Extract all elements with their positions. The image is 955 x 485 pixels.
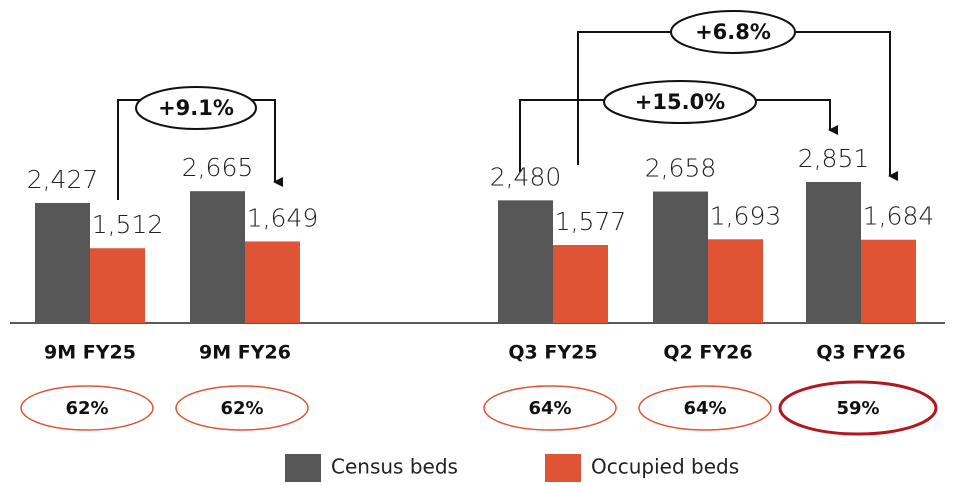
data-label: 2,480: [490, 162, 562, 191]
occupancy-ring: [638, 385, 772, 431]
legend-label: Occupied beds: [591, 455, 739, 479]
annotation: +15.0%: [635, 90, 725, 114]
x-tick-label: Q3 FY25: [508, 342, 597, 364]
occupancy-label: 64%: [528, 398, 571, 419]
occupancy-ring: [483, 385, 617, 431]
bar: [653, 191, 708, 323]
legend-label: Census beds: [331, 455, 458, 479]
x-tick-label: 9M FY25: [44, 342, 136, 364]
legend-swatch: [545, 454, 581, 482]
data-label: 1,693: [710, 201, 782, 230]
occupancy-label: 62%: [220, 398, 263, 419]
bar: [806, 182, 861, 323]
bar: [35, 202, 90, 323]
bar: [861, 239, 916, 323]
annotation-bubble: [670, 10, 796, 54]
data-label: 1,512: [92, 210, 164, 239]
data-label: 2,427: [27, 165, 99, 194]
annotation-bubble: [603, 80, 757, 124]
data-label: 1,649: [247, 203, 319, 232]
occupancy-label: 64%: [683, 398, 726, 419]
bar: [708, 239, 763, 323]
x-tick-label: 9M FY26: [199, 342, 291, 364]
data-label: 2,658: [645, 154, 717, 183]
occupancy-ring: [778, 380, 938, 436]
bar: [498, 200, 553, 323]
occupancy-label: 62%: [65, 398, 108, 419]
bar: [190, 191, 245, 323]
bar: [553, 245, 608, 323]
data-label: 2,665: [182, 153, 254, 182]
bar: [245, 241, 300, 323]
bar: [90, 248, 145, 323]
x-tick-label: Q3 FY26: [816, 342, 905, 364]
occupancy-ring: [20, 385, 154, 431]
annotation: +9.1%: [158, 96, 234, 120]
data-label: 1,577: [555, 207, 627, 236]
annotation: +6.8%: [695, 20, 771, 44]
data-label: 2,851: [798, 144, 870, 173]
legend: Census beds Occupied beds: [285, 454, 739, 482]
occupancy-label: 59%: [836, 398, 879, 419]
annotation-bubble: [135, 86, 257, 130]
data-label: 1,684: [863, 202, 935, 231]
occupancy-ring: [175, 385, 309, 431]
x-tick-label: Q2 FY26: [663, 342, 752, 364]
legend-swatch: [285, 454, 321, 482]
